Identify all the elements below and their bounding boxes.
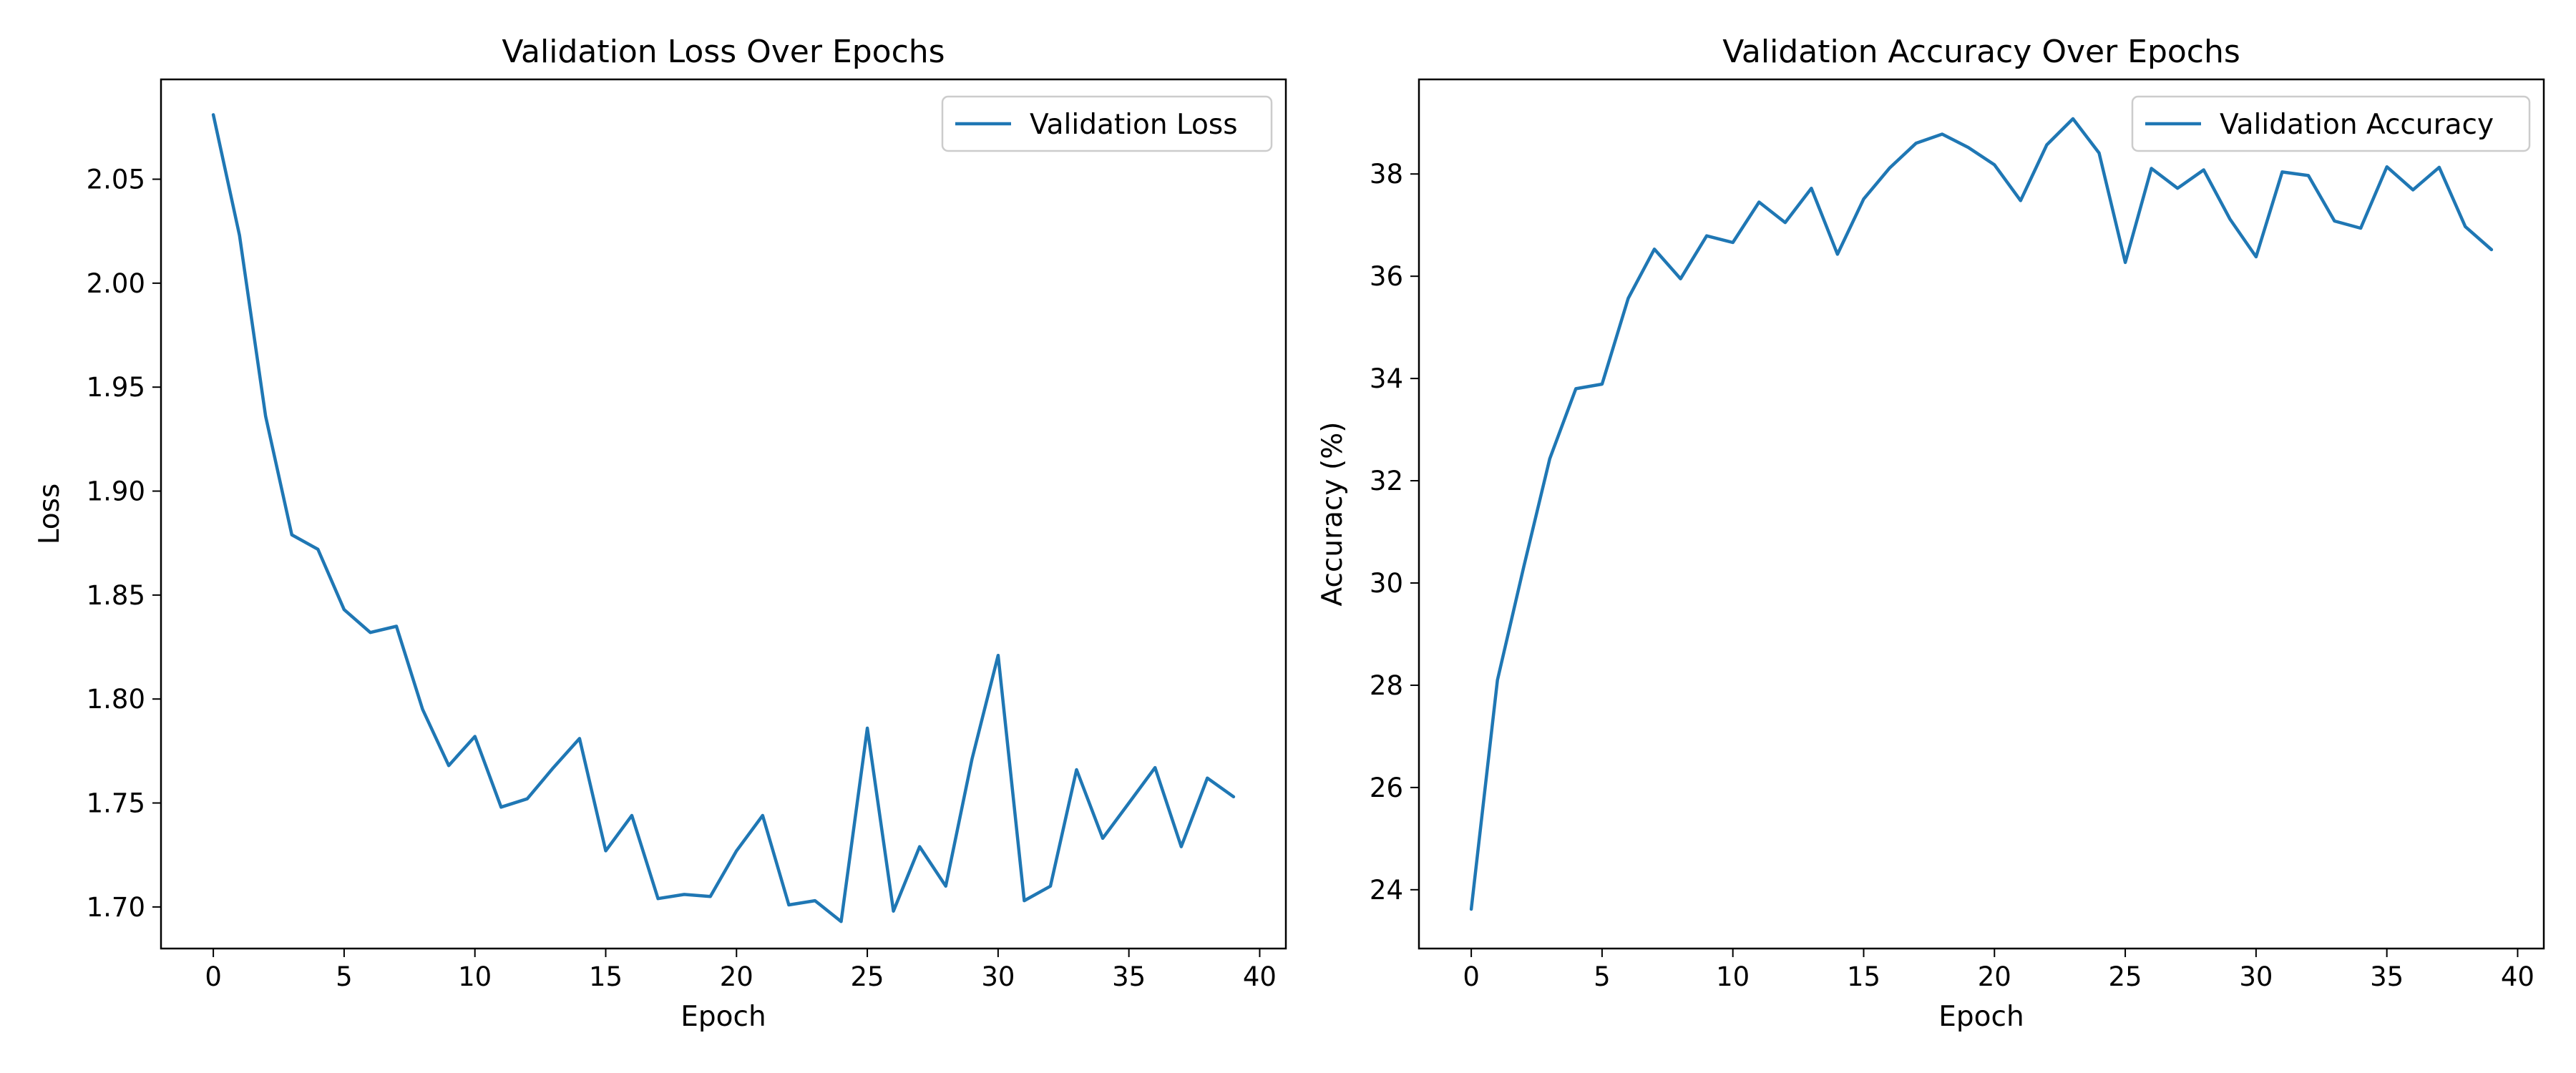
y-tick-label: 28 [1370,670,1403,701]
y-tick-label: 2.00 [87,268,145,299]
y-tick-label: 1.70 [87,892,145,923]
legend-box [2131,95,2531,152]
y-axis-label: Loss [34,484,66,545]
x-tick-label: 20 [1978,961,2011,992]
chart-title: Validation Accuracy Over Epochs [1722,34,2240,70]
series-line-validation-loss [211,113,1236,923]
x-tick-label: 40 [2501,961,2534,992]
y-tick-label: 34 [1370,363,1403,394]
legend: Validation Loss [941,95,1273,152]
y-tick-label: 36 [1370,261,1403,292]
x-tick-label: 5 [336,961,353,992]
y-tick-label: 2.05 [87,165,145,195]
y-tick-label: 1.75 [87,788,145,819]
y-tick-label: 30 [1370,568,1403,599]
x-tick-label: 15 [589,961,623,992]
y-tick-label: 1.90 [87,476,145,507]
chart-title: Validation Loss Over Epochs [502,34,945,70]
x-tick-label: 30 [981,961,1015,992]
x-tick-label: 30 [2239,961,2273,992]
y-tick-label: 32 [1370,466,1403,496]
y-tick-label: 1.95 [87,372,145,403]
x-tick-label: 25 [2109,961,2142,992]
x-tick-label: 20 [720,961,753,992]
subplot-accuracy: Validation Accuracy Over Epochs 0 5 10 15 20 2… [1317,34,2545,1033]
x-tick-label: 10 [1716,961,1750,992]
legend-label: Validation Accuracy [2220,109,2494,141]
y-tick-label: 1.80 [87,684,145,715]
y-tick-label: 24 [1370,875,1403,906]
x-tick-label: 0 [205,961,222,992]
y-tick-label: 26 [1370,773,1403,803]
y-tick-label: 1.85 [87,580,145,611]
legend-label: Validation Loss [1030,109,1238,141]
x-tick-label: 25 [851,961,884,992]
series-line-validation-accuracy [1469,117,2494,911]
axes-frame [160,78,1287,950]
y-axis-label: Accuracy (%) [1317,422,1349,607]
x-tick-label: 10 [458,961,492,992]
y-tick-label: 38 [1370,159,1403,190]
x-tick-label: 40 [1243,961,1277,992]
subplot-loss: Validation Loss Over Epochs 0 5 10 15 20 25 30 3… [34,34,1287,1033]
legend: Validation Accuracy [2131,95,2531,152]
x-tick-label: 0 [1463,961,1480,992]
x-tick-label: 5 [1594,961,1611,992]
legend-box [941,95,1273,152]
x-tick-label: 35 [1112,961,1146,992]
x-axis-label: Epoch [680,1001,766,1033]
x-tick-label: 15 [1847,961,1880,992]
x-tick-label: 35 [2370,961,2404,992]
x-axis-label: Epoch [1938,1001,2024,1033]
axes-frame [1418,78,2545,950]
